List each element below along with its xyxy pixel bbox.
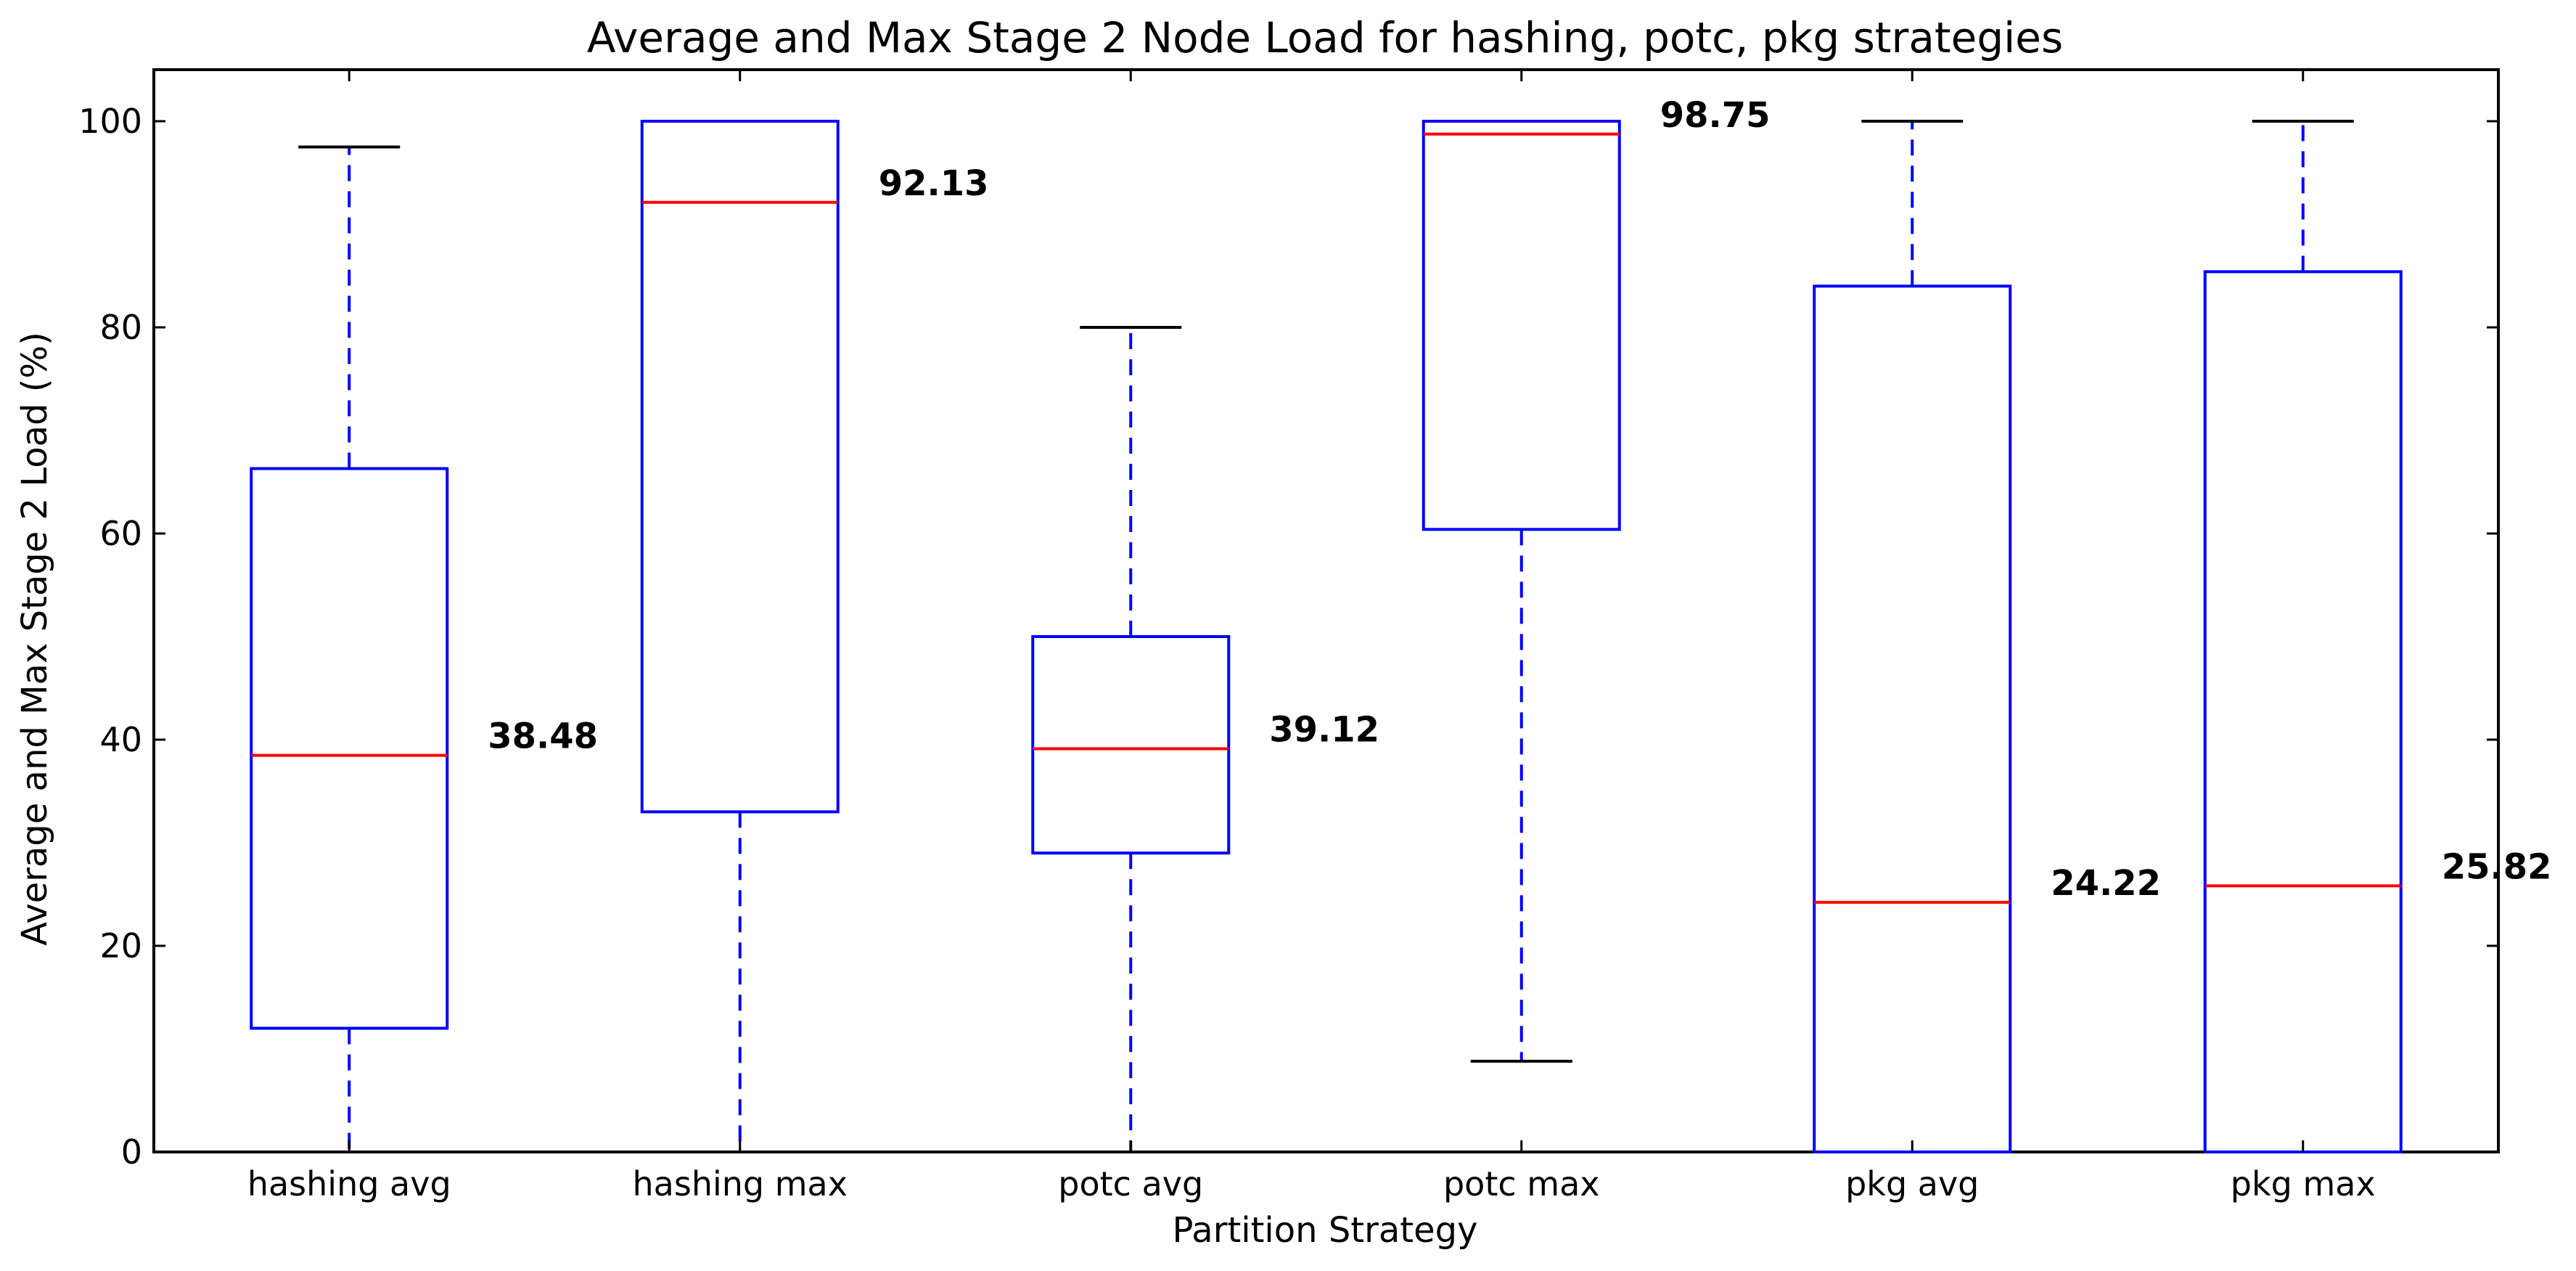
median-value-label: 98.75 [1660,95,1771,136]
median-value-label: 25.82 [2442,846,2552,887]
x-tick-label: potc avg [1058,1164,1203,1203]
box-body [1813,285,2012,1154]
median-value-label: 38.48 [488,716,598,757]
median-value-label: 92.13 [879,163,989,204]
box-group-hashing-max: 92.13 hashing max [633,70,989,1203]
box-group-potc-avg: 39.12 potc avg [1031,70,1379,1203]
box-body [250,467,449,1030]
y-tick-label: 100 [78,102,142,141]
chart-title: Average and Max Stage 2 Node Load for ha… [587,13,2063,62]
box-group-potc-max: 98.75 potc max [1422,70,1771,1203]
box-body [1422,120,1621,531]
y-tick-label: 40 [99,720,142,759]
y-axis-label: Average and Max Stage 2 Load (%) [15,332,55,946]
x-tick-label: hashing max [633,1164,848,1203]
y-tick-label: 80 [99,308,142,347]
plot-area: 0 20 40 60 80 100 38.48 hashing avg 92.13 hashing… [78,68,2552,1203]
y-tick-label: 60 [99,514,142,553]
x-tick-label: potc max [1443,1164,1600,1203]
box-body [640,120,840,814]
plot-frame [152,68,2500,1153]
median-value-label: 24.22 [2051,863,2161,904]
y-tick-label: 20 [99,926,142,965]
x-tick-label: pkg avg [1845,1164,1979,1203]
box-group-hashing-avg: 38.48 hashing avg [247,70,598,1203]
y-tick-label: 0 [121,1132,142,1172]
box-group-pkg-avg: 24.22 pkg avg [1813,70,2161,1203]
x-tick-label: hashing avg [247,1164,451,1203]
x-tick-label: pkg max [2231,1164,2376,1203]
box-group-pkg-max: 25.82 pkg max [2203,70,2552,1203]
x-axis-label: Partition Strategy [1173,1210,1478,1251]
median-value-label: 39.12 [1269,709,1379,750]
box-body [2203,270,2403,1154]
box-body [1031,635,1231,855]
